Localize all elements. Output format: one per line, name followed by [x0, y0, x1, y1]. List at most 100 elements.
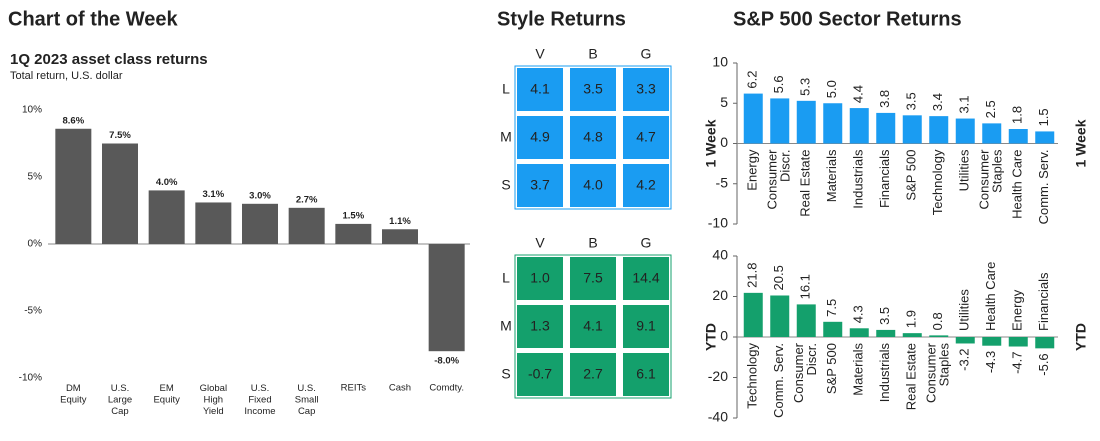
category-label: REITs — [341, 383, 367, 394]
cell-label: 4.8 — [583, 129, 603, 145]
value-label: -4.3 — [983, 351, 998, 373]
row-label: M — [500, 129, 512, 145]
heatmap-cell — [515, 66, 565, 113]
category-label: Utilities — [957, 149, 972, 191]
y-tick-label: -40 — [708, 409, 728, 425]
cell-label: 3.3 — [636, 81, 656, 97]
y-tick-label: -5 — [716, 174, 729, 190]
category-label: Comm. Serv. — [1036, 150, 1051, 225]
category-label: ConsumerDiscr. — [765, 149, 793, 210]
value-label: 3.4 — [930, 93, 945, 111]
cell-label: 3.5 — [583, 81, 603, 97]
value-label: 3.5 — [877, 307, 892, 325]
value-label: 5.0 — [824, 80, 839, 98]
category-label: S&P 500 — [824, 343, 839, 394]
y-tick-label: 10 — [712, 54, 728, 70]
cell-label: 2.7 — [583, 366, 603, 382]
bar — [55, 128, 92, 244]
column-label: V — [535, 46, 545, 62]
category-label: Comdty. — [429, 383, 464, 394]
cell-label: 1.0 — [530, 270, 550, 286]
cell-label: -0.7 — [528, 366, 552, 382]
bar — [242, 203, 278, 244]
y-tick-label: 0% — [28, 239, 43, 250]
column-label: B — [588, 46, 597, 62]
heatmap-cell — [621, 303, 671, 350]
bar — [1035, 337, 1055, 349]
category-label: Technology — [745, 343, 760, 409]
heatmap-cell — [621, 255, 671, 302]
bar — [148, 190, 185, 244]
value-label: 3.5 — [904, 92, 919, 110]
heatmap-cell — [621, 114, 671, 161]
heatmap-cell — [515, 114, 565, 161]
bar — [955, 118, 975, 144]
bar — [849, 108, 869, 144]
heatmap-cell — [568, 162, 618, 209]
cell-label: 9.1 — [636, 318, 656, 334]
category-label: EM Equity — [153, 383, 180, 406]
bar — [849, 328, 869, 337]
category-label: U.S. Small Cap — [295, 383, 319, 417]
heatmap-cell — [515, 255, 565, 302]
bar — [955, 337, 975, 344]
category-label: Utilities — [957, 289, 972, 331]
cell-label: 14.4 — [632, 270, 659, 286]
bar — [195, 202, 232, 244]
value-label: 4.3 — [851, 305, 866, 323]
category-label: Comm. Serv. — [771, 343, 786, 418]
column-label: G — [641, 46, 652, 62]
row-label: S — [501, 177, 510, 193]
y-tick-label: 0 — [720, 134, 728, 150]
bar — [428, 244, 465, 352]
y-tick-label: 0 — [720, 328, 728, 344]
bar — [982, 337, 1002, 346]
category-label: DM Equity — [60, 383, 87, 406]
y-tick-label: -10% — [19, 373, 42, 384]
row-label: L — [502, 81, 510, 97]
value-label: 3.8 — [877, 90, 892, 108]
category-label: Health Care — [1010, 150, 1025, 219]
bar — [743, 292, 763, 337]
value-label: 1.9 — [904, 310, 919, 328]
value-label: 4.4 — [851, 85, 866, 103]
category-label: S&P 500 — [904, 150, 919, 201]
category-label: Real Estate — [798, 150, 813, 217]
cell-label: 4.7 — [636, 129, 656, 145]
value-label: 3.1% — [203, 189, 225, 200]
category-label: Cash — [389, 383, 411, 394]
header: Style Returns — [497, 8, 626, 30]
heatmap-frame — [514, 65, 672, 210]
category-label: Real Estate — [904, 343, 919, 410]
heatmap-cell — [568, 303, 618, 350]
heatmap-cell — [515, 351, 565, 398]
header: Chart of the Week — [8, 8, 179, 30]
bar — [796, 100, 816, 144]
y-axis-label: 1 Week — [703, 119, 719, 167]
value-label: -5.6 — [1036, 353, 1051, 375]
value-label: 16.1 — [798, 274, 813, 299]
category-label: Financials — [877, 149, 892, 208]
bar — [770, 295, 790, 337]
value-label: 1.1% — [389, 216, 411, 227]
heatmap-cell — [621, 351, 671, 398]
cell-label: 6.1 — [636, 366, 656, 382]
value-label: 4.0% — [156, 177, 178, 188]
y-tick-label: -20 — [708, 368, 728, 384]
value-label: 1.5% — [343, 210, 365, 221]
bar — [902, 115, 922, 144]
y-tick-label: 20 — [712, 287, 728, 303]
value-label: 3.1 — [957, 95, 972, 113]
row-label: M — [500, 318, 512, 334]
bar — [1035, 131, 1055, 144]
y-tick-label: 10% — [22, 105, 42, 116]
column-label: V — [535, 235, 545, 251]
value-label: 6.2 — [745, 71, 760, 89]
y-tick-label: 40 — [712, 247, 728, 263]
header: S&P 500 Sector Returns — [733, 8, 962, 30]
heatmap-cell — [568, 66, 618, 113]
category-label: Energy — [745, 149, 760, 191]
value-label: 1.8 — [1010, 106, 1025, 124]
value-label: 8.6% — [63, 115, 85, 126]
